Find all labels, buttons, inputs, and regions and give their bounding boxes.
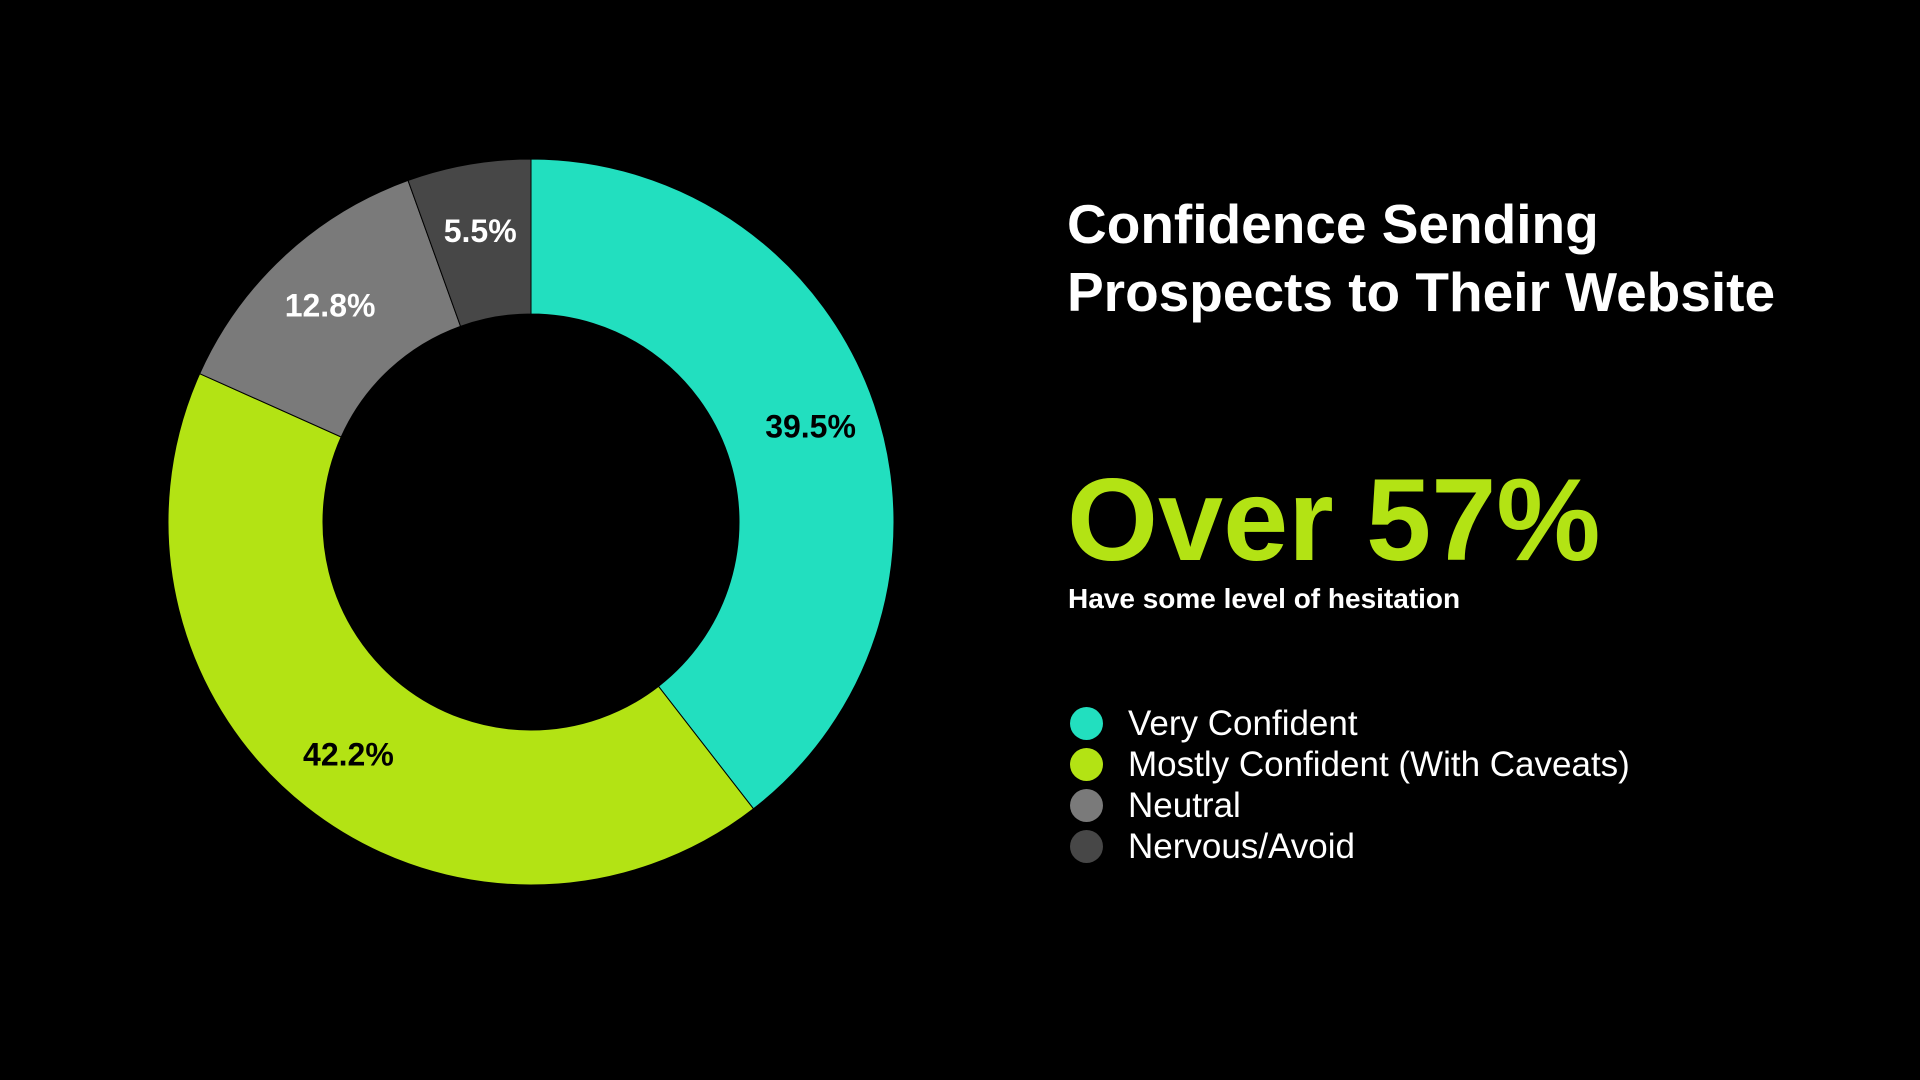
legend-item-nervous-avoid: Nervous/Avoid: [1070, 826, 1630, 867]
donut-slice-mostly-confident-with-caveats: [167, 372, 755, 886]
chart-legend: Very Confident Mostly Confident (With Ca…: [1070, 703, 1630, 867]
legend-swatch: [1070, 748, 1103, 781]
donut-slice-nervous-avoid: [407, 158, 532, 327]
donut-slice-label: 39.5%: [765, 408, 856, 444]
legend-swatch: [1070, 789, 1103, 822]
legend-item-mostly-confident: Mostly Confident (With Caveats): [1070, 744, 1630, 785]
legend-item-neutral: Neutral: [1070, 785, 1630, 826]
donut-slice-very-confident: [530, 158, 895, 810]
legend-swatch: [1070, 830, 1103, 863]
chart-title-line-2: Prospects to Their Website: [1067, 261, 1776, 323]
legend-label: Nervous/Avoid: [1128, 826, 1355, 866]
donut-slices: [167, 158, 895, 886]
donut-slice-label: 12.8%: [285, 287, 376, 323]
legend-label: Mostly Confident (With Caveats): [1128, 744, 1630, 784]
chart-title: Confidence Sending Prospects to Their We…: [1067, 190, 1887, 326]
donut-slice-label: 42.2%: [303, 736, 394, 772]
donut-slice-neutral: [199, 179, 462, 438]
legend-label: Neutral: [1128, 785, 1241, 825]
donut-slice-labels: 39.5% 42.2% 12.8% 5.5%: [285, 213, 856, 772]
legend-swatch: [1070, 707, 1103, 740]
legend-item-very-confident: Very Confident: [1070, 703, 1630, 744]
headline-stat: Over 57%: [1067, 454, 1601, 585]
headline-caption: Have some level of hesitation: [1068, 583, 1461, 614]
chart-title-line-1: Confidence Sending: [1067, 193, 1599, 255]
legend-label: Very Confident: [1128, 703, 1358, 743]
donut-slice-label: 5.5%: [444, 213, 517, 249]
